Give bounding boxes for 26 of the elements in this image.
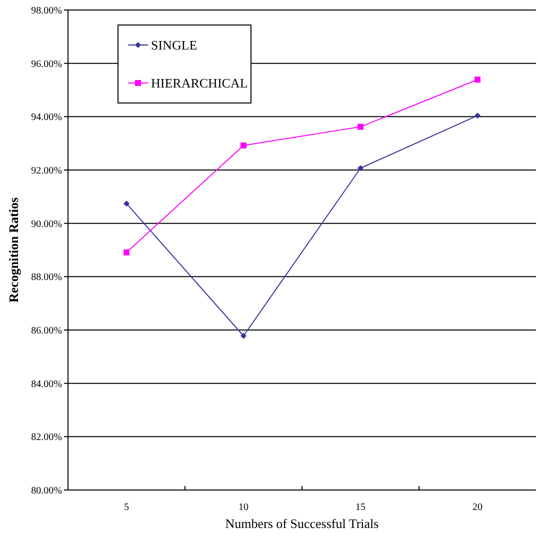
point <box>240 142 246 148</box>
y-tick-label: 88.00% <box>31 272 62 284</box>
point <box>358 124 364 130</box>
x-tick-label: 15 <box>356 502 366 513</box>
point <box>474 112 480 119</box>
x-tick-label: 20 <box>472 502 482 513</box>
point <box>474 76 480 83</box>
y-tick-label: 96.00% <box>31 58 62 70</box>
y-tick-label: 94.00% <box>31 112 62 124</box>
y-tick-label: 80.00% <box>31 486 62 496</box>
y-tick-label: 84.00% <box>31 378 62 390</box>
y-tick-label: 86.00% <box>31 326 62 336</box>
y-axis-title: Recognition Ratios <box>6 197 21 303</box>
y-tick-label: 82.00% <box>31 432 62 444</box>
y-tick-label: 98.00% <box>31 6 62 16</box>
y-tick-label: 92.00% <box>31 166 62 176</box>
point <box>240 332 246 339</box>
x-axis-title: Numbers of Successful Trials <box>225 516 379 531</box>
point <box>124 249 130 256</box>
y-tick-label: 90.00% <box>31 218 62 230</box>
point <box>358 165 364 172</box>
x-tick-label: 5 <box>124 502 129 513</box>
x-tick-label: 10 <box>238 502 248 513</box>
legend-label: HIERARCHICAL <box>151 76 248 91</box>
point <box>124 200 130 207</box>
legend-label: SINGLE <box>151 38 198 53</box>
